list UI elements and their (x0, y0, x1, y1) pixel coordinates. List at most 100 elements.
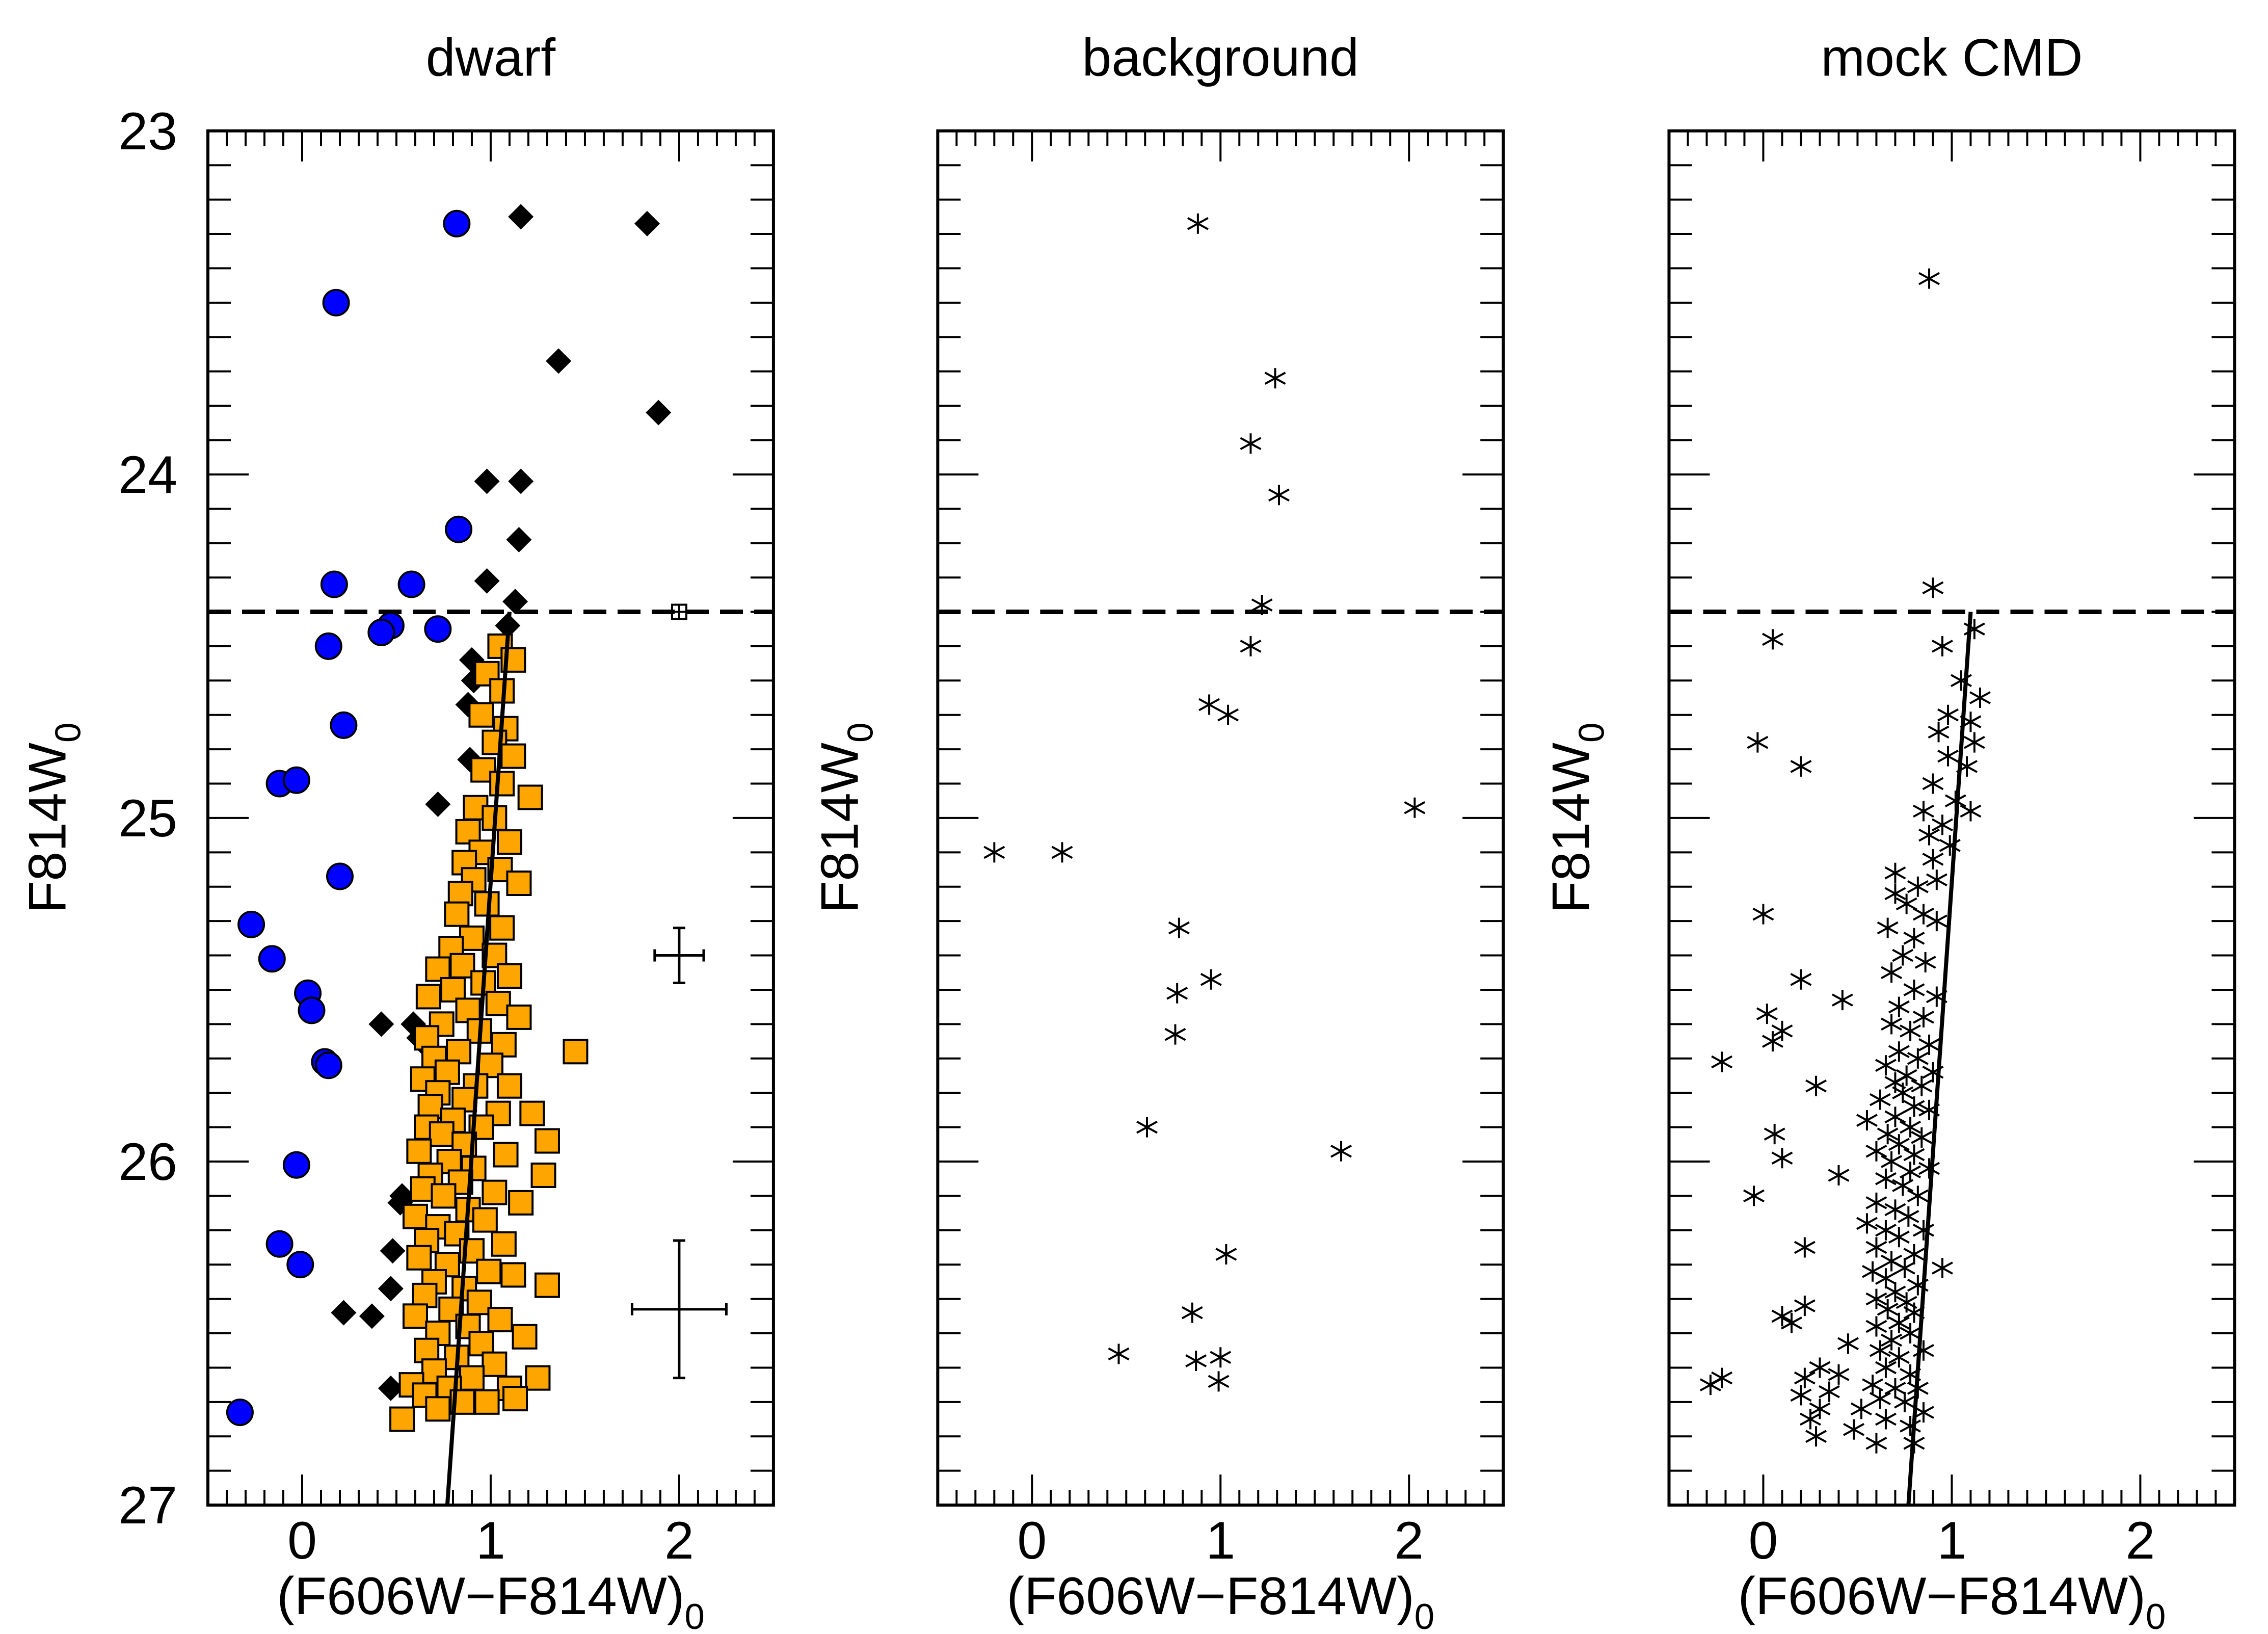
data-point-asterisk (1907, 1185, 1929, 1206)
data-point-asterisk (1771, 1148, 1793, 1169)
data-point-asterisk (1888, 1134, 1910, 1155)
data-point-asterisk (1881, 962, 1903, 983)
data-point-diamond (359, 1303, 385, 1329)
data-point-asterisk (1747, 732, 1769, 753)
data-point-square (406, 1245, 432, 1271)
data-point-asterisk (1711, 1051, 1733, 1072)
data-point-square (455, 997, 481, 1023)
data-point-square (425, 1396, 451, 1422)
data-point-asterisk (1799, 1409, 1821, 1430)
y-axis-label-main: F814W (1542, 743, 1601, 913)
data-point-diamond (378, 1276, 404, 1302)
data-point-asterisk (1892, 1083, 1914, 1103)
data-point-asterisk (1939, 835, 1961, 856)
data-point-square (468, 1331, 494, 1357)
data-point-asterisk (1911, 1075, 1933, 1096)
y-axis-label-sub: 0 (1571, 723, 1612, 743)
x-tick-label: 1 (476, 1511, 505, 1570)
data-point-circle (424, 615, 452, 643)
data-point-asterisk (1865, 1237, 1887, 1258)
data-point-diamond (508, 204, 534, 230)
data-point-asterisk (1743, 1185, 1765, 1206)
y-tick-label: 27 (118, 1476, 177, 1535)
data-point-square (474, 661, 500, 687)
data-point-square (412, 1282, 438, 1308)
data-point-asterisk (1790, 756, 1812, 777)
data-point-asterisk (1268, 485, 1290, 506)
data-point-circle (443, 209, 471, 238)
data-point-square (425, 956, 451, 982)
data-point-asterisk (983, 842, 1005, 863)
x-axis-label-sub: 0 (684, 1596, 704, 1634)
data-point-asterisk (1918, 1034, 1940, 1055)
data-point-asterisk (1818, 1381, 1840, 1402)
data-point-asterisk (1918, 825, 1940, 846)
y-axis-label: F814W0 (18, 723, 88, 914)
data-point-asterisk (1875, 1220, 1897, 1241)
data-point-asterisk (1843, 1419, 1865, 1440)
data-point-diamond (634, 210, 660, 236)
data-point-diamond (502, 589, 528, 615)
data-point-asterisk (1896, 1065, 1917, 1086)
data-point-square (472, 1207, 498, 1233)
data-point-circle (282, 766, 310, 794)
data-point-circle (330, 711, 358, 739)
data-point-asterisk (1963, 732, 1985, 753)
data-point-square (414, 1337, 440, 1363)
panel-title: dwarf (426, 28, 556, 87)
data-point-square (493, 1142, 519, 1168)
data-point-asterisk (1215, 1244, 1237, 1264)
data-point-asterisk (1200, 969, 1222, 990)
y-axis-label-sub: 0 (840, 723, 880, 743)
data-point-square (506, 871, 532, 897)
data-point-square (482, 1179, 508, 1205)
data-point-square (476, 1258, 502, 1284)
data-point-asterisk (1903, 979, 1925, 1000)
x-axis-label-sub: 0 (1415, 1596, 1434, 1634)
data-point-asterisk (1903, 1096, 1925, 1117)
data-point-asterisk (1762, 629, 1783, 650)
data-point-circle (445, 515, 473, 543)
data-point-square (444, 901, 470, 927)
data-point-asterisk (1888, 996, 1910, 1017)
data-point-square (485, 990, 511, 1016)
data-point-asterisk (1210, 1347, 1232, 1368)
data-point-square (459, 1365, 485, 1391)
data-point-asterisk (1884, 883, 1906, 904)
data-point-asterisk (1809, 1357, 1831, 1378)
y-axis-label-main: F814W (810, 743, 869, 913)
data-point-diamond (646, 400, 672, 426)
data-point-asterisk (1875, 1409, 1897, 1430)
data-point-square (500, 1262, 526, 1288)
data-point-square (402, 1203, 428, 1229)
data-point-asterisk (1790, 969, 1812, 990)
data-point-asterisk (1931, 1257, 1953, 1278)
data-point-asterisk (1926, 911, 1947, 932)
data-point-asterisk (1900, 1323, 1922, 1344)
data-point-asterisk (1903, 1144, 1925, 1165)
x-axis-label: (F606W−F814W)0 (1738, 1567, 2166, 1634)
data-point-square (482, 1351, 508, 1377)
x-axis-label-main: (F606W−F814W) (277, 1567, 684, 1626)
data-point-asterisk (1914, 952, 1936, 973)
plot-frame (1667, 129, 2236, 1507)
panel-title: background (1082, 28, 1359, 87)
data-point-square (402, 1303, 428, 1329)
y-axis-label: F814W0 (810, 723, 880, 914)
data-point-circle (298, 996, 326, 1024)
data-point-asterisk (1893, 1391, 1915, 1412)
data-point-asterisk (1850, 1399, 1872, 1419)
data-point-diamond (378, 1375, 404, 1401)
data-point-asterisk (1828, 1364, 1850, 1385)
data-point-circle (367, 618, 395, 646)
data-point-asterisk (1937, 704, 1959, 725)
data-point-diamond (380, 1238, 406, 1264)
data-point-asterisk (1884, 1199, 1906, 1220)
data-point-asterisk (1881, 1330, 1903, 1351)
data-point-asterisk (1264, 368, 1286, 389)
data-point-square (534, 1128, 560, 1154)
data-point-circle (237, 910, 265, 938)
data-point-asterisk (1888, 1312, 1910, 1333)
data-point-asterisk (1181, 1302, 1203, 1323)
data-point-asterisk (1888, 1347, 1910, 1368)
